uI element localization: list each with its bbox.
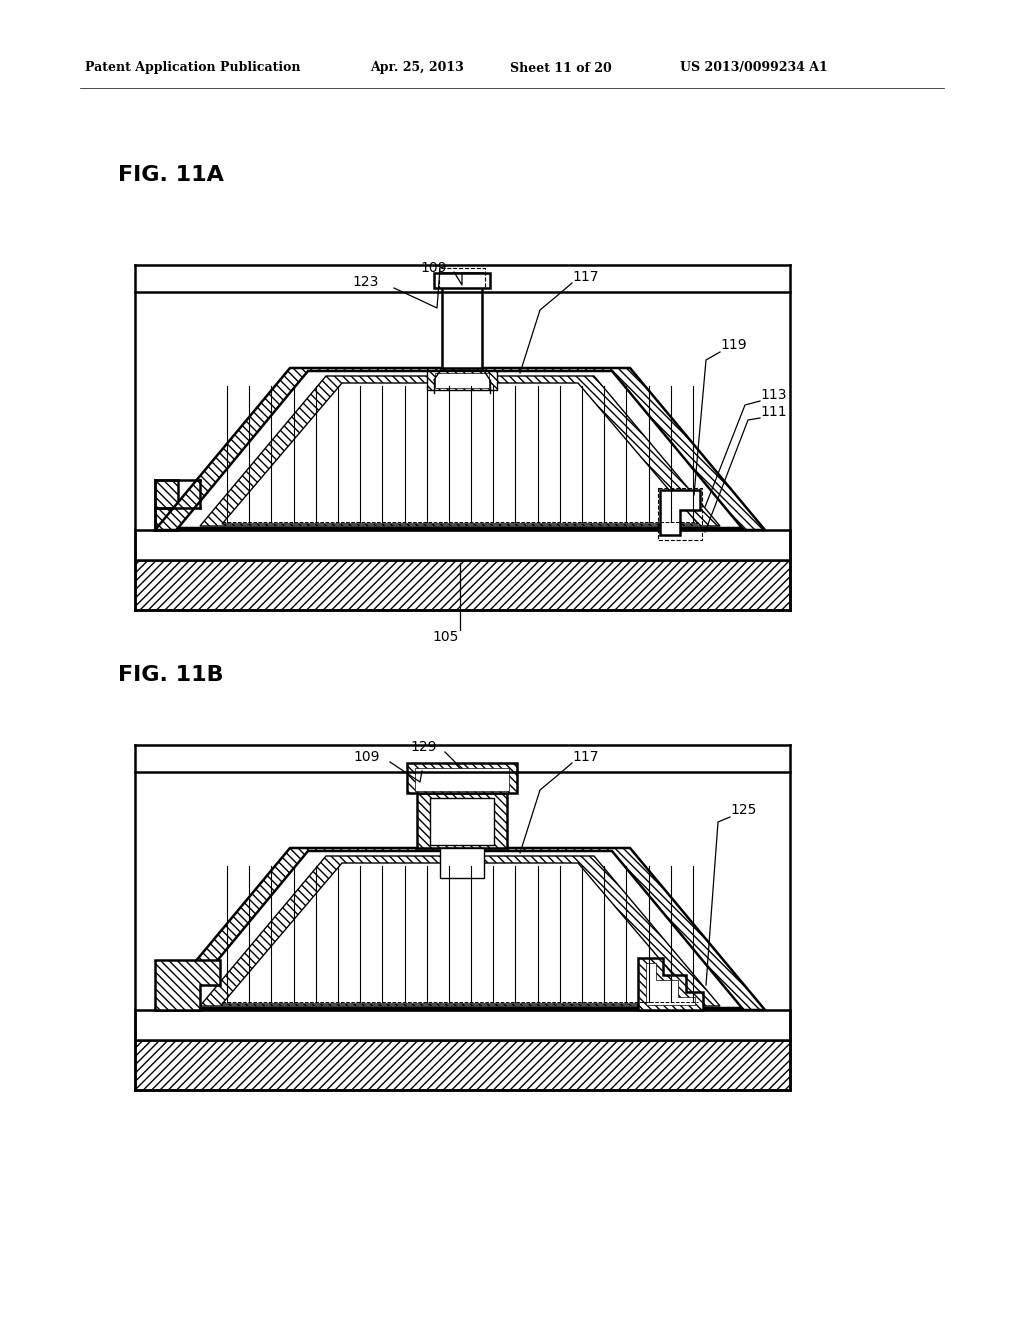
- Polygon shape: [135, 1010, 790, 1040]
- Polygon shape: [440, 847, 484, 878]
- Polygon shape: [178, 851, 742, 1008]
- Text: Sheet 11 of 20: Sheet 11 of 20: [510, 62, 611, 74]
- Text: 117: 117: [572, 750, 598, 764]
- Text: US 2013/0099234 A1: US 2013/0099234 A1: [680, 62, 827, 74]
- Polygon shape: [660, 490, 700, 535]
- Polygon shape: [200, 376, 720, 525]
- Polygon shape: [435, 374, 489, 388]
- Polygon shape: [434, 273, 490, 288]
- Polygon shape: [638, 958, 703, 1010]
- Polygon shape: [417, 793, 507, 847]
- Polygon shape: [135, 531, 790, 560]
- Polygon shape: [646, 964, 695, 1005]
- Polygon shape: [178, 371, 742, 528]
- Text: 119: 119: [720, 338, 746, 352]
- Text: FIG. 11B: FIG. 11B: [118, 665, 223, 685]
- Polygon shape: [415, 768, 509, 791]
- Polygon shape: [442, 273, 482, 368]
- Polygon shape: [155, 508, 178, 531]
- Polygon shape: [155, 368, 765, 531]
- Polygon shape: [135, 1040, 790, 1090]
- Text: 109: 109: [353, 750, 380, 764]
- Polygon shape: [200, 855, 720, 1006]
- Text: 111: 111: [760, 405, 786, 418]
- Polygon shape: [222, 383, 698, 524]
- Polygon shape: [135, 560, 790, 610]
- Text: 123: 123: [352, 275, 379, 289]
- Polygon shape: [430, 799, 494, 845]
- Text: FIG. 11A: FIG. 11A: [118, 165, 224, 185]
- Polygon shape: [222, 863, 698, 1005]
- Polygon shape: [155, 847, 765, 1010]
- Text: 129: 129: [410, 741, 436, 754]
- Polygon shape: [407, 763, 517, 793]
- Text: Apr. 25, 2013: Apr. 25, 2013: [370, 62, 464, 74]
- Text: Patent Application Publication: Patent Application Publication: [85, 62, 300, 74]
- Text: 105: 105: [433, 630, 459, 644]
- Polygon shape: [155, 480, 178, 508]
- Text: 125: 125: [730, 803, 757, 817]
- Text: 117: 117: [572, 271, 598, 284]
- Polygon shape: [427, 371, 497, 389]
- Polygon shape: [155, 960, 220, 1010]
- Text: 109: 109: [420, 261, 446, 275]
- Text: 113: 113: [760, 388, 786, 403]
